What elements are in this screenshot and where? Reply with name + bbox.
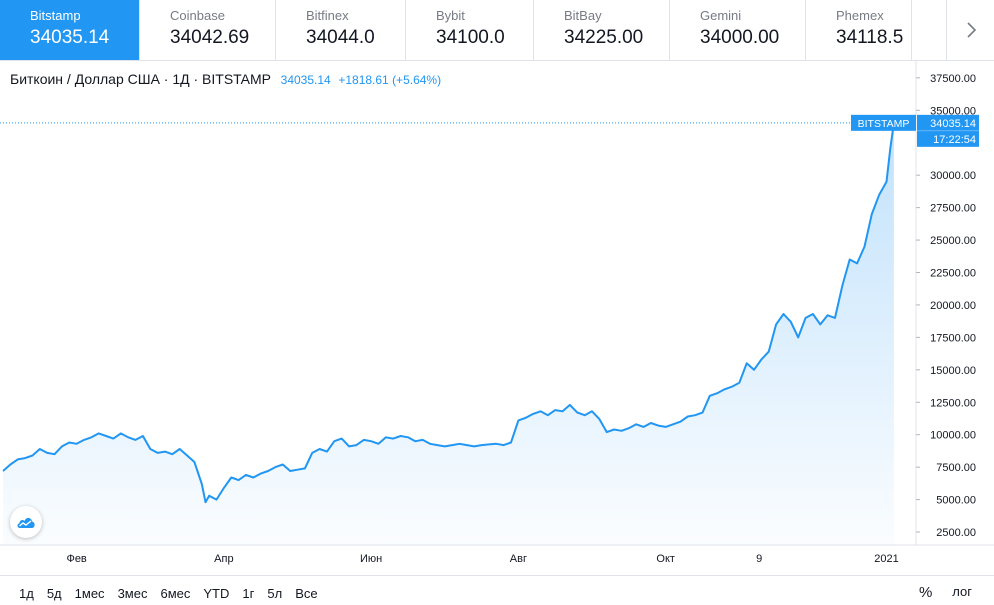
exchange-price: 34118.5: [836, 27, 904, 48]
x-tick-label: Авг: [510, 553, 527, 565]
range-3m[interactable]: 3мес: [117, 586, 148, 601]
y-tick-label: 15000.00: [930, 365, 976, 377]
range-all[interactable]: Все: [295, 586, 318, 601]
exchange-tab-bitbay[interactable]: BitBay 34225.00: [534, 0, 670, 60]
series-area: [3, 122, 894, 546]
bottom-toolbar: 1д 5д 1мес 3мес 6мес YTD 1г 5л Все % лог: [0, 575, 994, 605]
exchange-label: BITSTAMP: [858, 118, 910, 130]
last-price-axis-label: 34035.14: [930, 118, 976, 130]
x-tick-label: 2021: [874, 553, 898, 565]
range-6m[interactable]: 6мес: [160, 586, 191, 601]
exchange-price: 34225.00: [564, 27, 644, 48]
log-scale-toggle[interactable]: лог: [952, 584, 972, 599]
y-tick-label: 20000.00: [930, 300, 976, 312]
range-ytd[interactable]: YTD: [203, 586, 230, 601]
y-tick-label: 25000.00: [930, 235, 976, 247]
exchange-name: Bybit: [436, 8, 465, 23]
bar-countdown: 17:22:54: [933, 134, 976, 146]
price-chart[interactable]: 2500.00 5000.00 7500.00 10000.00 12500.00 150…: [0, 61, 994, 575]
range-1y[interactable]: 1г: [242, 586, 255, 601]
exchange-name: Bitstamp: [30, 8, 81, 23]
exchange-tab-phemex[interactable]: Phemex 34118.5: [806, 0, 912, 60]
x-tick-label: 9: [756, 553, 762, 565]
range-5d[interactable]: 5д: [46, 586, 62, 601]
exchange-price: 34000.00: [700, 27, 780, 48]
exchange-name: BitBay: [564, 8, 602, 23]
y-tick-label: 30000.00: [930, 170, 976, 182]
price-axis[interactable]: 2500.00 5000.00 7500.00 10000.00 12500.00 150…: [851, 61, 979, 545]
time-axis[interactable]: Фев Апр Июн Авг Окт 9 2021: [0, 544, 994, 565]
range-5y[interactable]: 5л: [267, 586, 283, 601]
y-tick-label: 35000.00: [930, 105, 976, 117]
exchange-tab-coinbase[interactable]: Coinbase 34042.69: [140, 0, 276, 60]
range-1d[interactable]: 1д: [19, 586, 34, 601]
x-tick-label: Фев: [66, 553, 86, 565]
last-price: 34035.14: [280, 73, 331, 87]
symbol-title: Биткоин / Доллар США · 1Д · BITSTAMP: [10, 71, 272, 87]
y-tick-label: 22500.00: [930, 268, 976, 280]
tradingview-logo-button[interactable]: [10, 506, 42, 538]
price-change: +1818.61 (+5.64%): [338, 73, 442, 87]
exchange-tab-gemini[interactable]: Gemini 34000.00: [670, 0, 806, 60]
y-tick-label: 10000.00: [930, 430, 976, 442]
y-tick-label: 12500.00: [930, 397, 976, 409]
exchange-price: 34044.0: [306, 27, 375, 48]
exchange-tab-bitfinex[interactable]: Bitfinex 34044.0: [276, 0, 406, 60]
y-tick-label: 17500.00: [930, 332, 976, 344]
exchange-label-box: [851, 114, 916, 131]
exchange-price: 34100.0: [436, 27, 505, 48]
y-tick-label: 7500.00: [936, 462, 976, 474]
percent-scale-toggle[interactable]: %: [918, 584, 933, 601]
plot-area: [0, 122, 916, 546]
chevron-right-icon: [966, 22, 976, 38]
x-tick-label: Апр: [214, 553, 233, 565]
exchange-name: Coinbase: [170, 8, 225, 23]
tradingview-cloud-icon: [17, 518, 35, 528]
exchange-name: Phemex: [836, 8, 884, 23]
exchange-tab-bitstamp[interactable]: Bitstamp 34035.14: [0, 0, 140, 60]
y-tick-label: 2500.00: [936, 527, 976, 539]
range-selector: 1д 5д 1мес 3мес 6мес YTD 1г 5л Все: [19, 586, 331, 601]
exchange-price: 34035.14: [30, 27, 110, 48]
tabs-next-button[interactable]: [946, 0, 994, 60]
y-tick-label: 37500.00: [930, 73, 976, 85]
exchange-name: Gemini: [700, 8, 742, 23]
chart-legend: Биткоин / Доллар США · 1Д · BITSTAMP 340…: [10, 71, 441, 87]
y-tick-label: 5000.00: [936, 495, 976, 507]
x-tick-label: Окт: [656, 553, 675, 565]
range-1m[interactable]: 1мес: [74, 586, 105, 601]
exchange-tab-bybit[interactable]: Bybit 34100.0: [406, 0, 534, 60]
y-tick-label: 27500.00: [930, 203, 976, 215]
x-tick-label: Июн: [360, 553, 382, 565]
scale-options: % лог: [899, 584, 972, 601]
exchange-name: Bitfinex: [306, 8, 349, 23]
exchange-price: 34042.69: [170, 27, 250, 48]
exchange-tabs: Bitstamp 34035.14 Coinbase 34042.69 Bitf…: [0, 0, 994, 61]
series-line: [2, 122, 895, 504]
